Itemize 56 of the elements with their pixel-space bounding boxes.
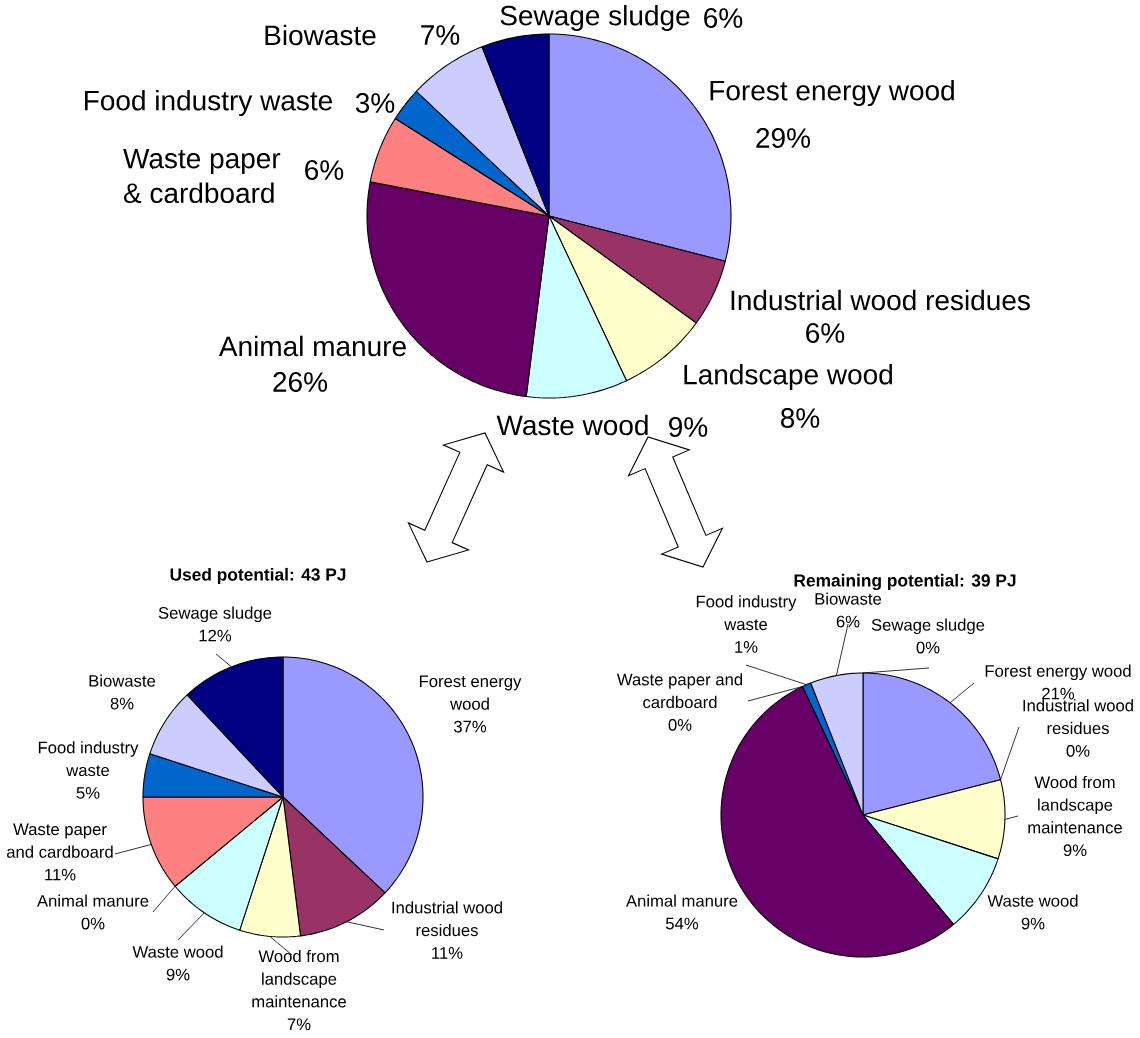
slice-label: Food industry waste (85, 89, 332, 117)
data-label: 9% (669, 417, 708, 437)
slice-label: Biowaste (815, 592, 882, 605)
data-label: 21% (1042, 687, 1075, 700)
data-label: 3% (355, 93, 395, 113)
data-label: 6% (704, 8, 743, 28)
data-label: 8% (110, 697, 134, 710)
data-label: 7% (421, 25, 460, 45)
category-label: Sewage sludge (871, 618, 985, 635)
slice-label: Industrial wood residues (731, 289, 1030, 311)
data-label: 12% (199, 629, 232, 642)
slice-label: Landscape wood (684, 363, 892, 391)
slice-label: Waste wood (987, 894, 1078, 907)
slice-label: Forest energy wood (419, 675, 522, 710)
slice-label: Biowaste (265, 24, 376, 46)
data-label: 7% (287, 1018, 311, 1031)
data-label: 11% (45, 868, 76, 881)
data-label: 6% (836, 615, 860, 628)
text: 0% (81, 917, 105, 930)
slice-label: Sewage sludge (158, 606, 272, 623)
slice-label: Waste wood (496, 414, 648, 436)
data-label: 37% (453, 720, 487, 733)
slice-label: Wood from landscape maintenance (252, 949, 346, 1008)
slice-label: Food industry waste (696, 595, 797, 631)
chart-title: Used potential: 43 PJ (170, 567, 346, 585)
data-label: 9% (166, 968, 190, 981)
data-label: 26% (273, 372, 328, 392)
category-label: Industrial wood residues (1023, 699, 1133, 735)
slice-label: Industrial wood residues (392, 901, 502, 937)
data-label: 6% (305, 160, 344, 180)
data-label: 9% (1063, 844, 1087, 857)
slice-label: Waste paper and cardboard (6, 823, 113, 858)
data-label: 29% (756, 128, 811, 148)
data-label: 9% (1021, 917, 1045, 930)
legend-label: Animal manure (37, 894, 149, 907)
data-label: 54% (665, 917, 699, 930)
data-label: 8% (780, 408, 820, 428)
slice-label: Biowaste (89, 674, 156, 687)
text: 0% (668, 718, 692, 731)
slice-label: Animal manure (218, 335, 406, 357)
slice-label: Waste wood (132, 945, 223, 958)
slice-label: Forest energy wood (985, 664, 1131, 681)
slice-label: Waste paper & cardboard (123, 148, 281, 204)
chart-title: Remaining potential: 39 PJ (794, 573, 1016, 591)
slice-label: Food industry waste (38, 741, 139, 777)
data-label: 11% (432, 947, 463, 959)
legend-label: Waste paper and cardboard (616, 673, 743, 709)
text: 0% (1066, 744, 1090, 757)
data-label: 5% (76, 787, 100, 799)
slice-label: Animal manure (626, 894, 738, 907)
data-label: 1% (735, 641, 758, 653)
text: 0% (916, 641, 940, 654)
slice-label: Wood from landscape maintenance (1028, 775, 1122, 834)
data-label: 6% (806, 323, 845, 343)
slice-label: Forest energy wood (710, 79, 954, 107)
slice-label: Sewage sludge (500, 4, 690, 32)
